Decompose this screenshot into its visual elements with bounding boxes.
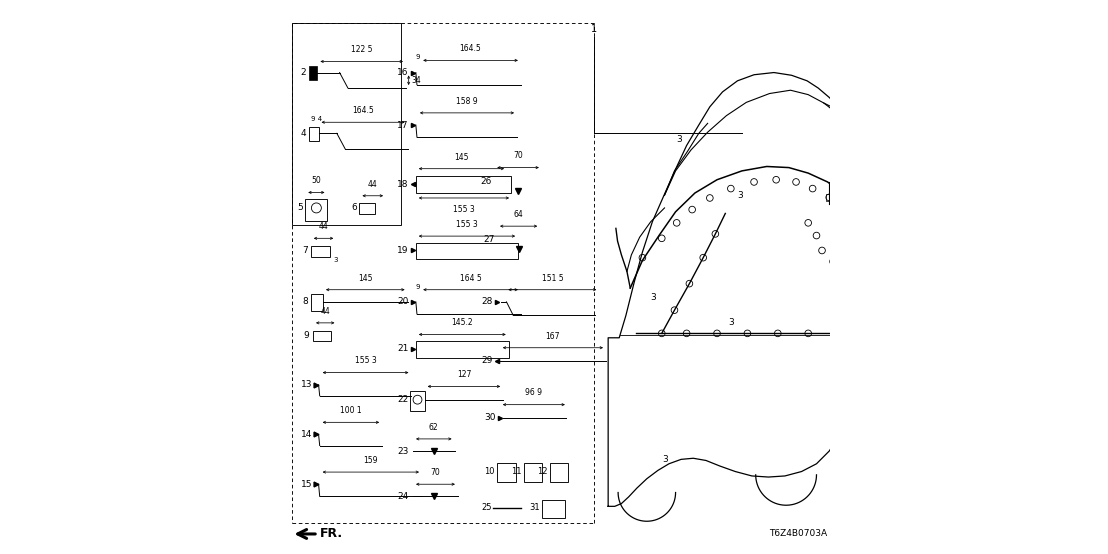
Text: 31: 31 [530,504,541,512]
Text: 155 3: 155 3 [456,220,478,229]
Text: 164.5: 164.5 [460,44,482,53]
Text: 159: 159 [363,456,378,465]
Text: 3: 3 [650,294,656,302]
Text: 11: 11 [511,467,522,476]
Bar [831,203,838,209]
Bar [550,463,568,482]
Text: 14: 14 [300,430,312,439]
Text: 34: 34 [411,76,421,85]
Text: 9: 9 [416,284,420,290]
Text: 151 5: 151 5 [542,274,563,283]
Text: 29: 29 [481,356,493,366]
Bar [314,331,331,341]
Text: 127: 127 [456,370,471,379]
Text: 5: 5 [297,203,302,212]
Text: 24: 24 [398,492,409,501]
Text: 15: 15 [300,480,312,489]
Text: 1: 1 [592,24,597,34]
Text: 9: 9 [304,331,309,340]
Text: 8: 8 [302,297,308,306]
Bar [410,391,424,411]
Bar [306,199,328,221]
Text: 12: 12 [537,467,547,476]
Text: 44: 44 [368,179,378,188]
Text: 26: 26 [480,177,492,186]
Text: 164 5: 164 5 [460,274,482,283]
Text: 3: 3 [737,191,742,199]
Text: 28: 28 [481,297,493,306]
Text: 6: 6 [351,203,357,212]
Bar [524,463,543,482]
Text: 21: 21 [398,345,409,353]
Text: 70: 70 [431,468,440,477]
Text: 167: 167 [545,331,561,341]
Text: 145: 145 [358,274,372,283]
Text: 22: 22 [398,395,409,404]
Text: 96 9: 96 9 [525,388,542,397]
Text: 62: 62 [429,423,439,432]
Text: 50: 50 [311,176,321,185]
Text: 155 3: 155 3 [453,204,475,214]
Text: 64: 64 [514,210,523,219]
Text: 25: 25 [481,504,492,512]
Bar [542,500,565,519]
Text: 122 5: 122 5 [351,45,372,54]
Text: 27: 27 [483,235,494,244]
Text: 16: 16 [397,68,409,77]
Text: 155 3: 155 3 [355,356,377,366]
Text: 44: 44 [320,307,330,316]
Bar [293,23,401,224]
Text: 7: 7 [302,246,308,255]
Text: 3: 3 [663,455,668,464]
Bar [311,294,324,311]
Text: 158 9: 158 9 [456,97,478,106]
Text: 145.2: 145.2 [451,319,473,327]
Bar [497,463,516,482]
Text: 23: 23 [398,447,409,455]
Text: 4: 4 [300,129,307,138]
Text: 10: 10 [484,467,495,476]
Text: 18: 18 [397,179,409,189]
Text: 100 1: 100 1 [340,406,361,415]
Text: 17: 17 [397,121,409,130]
Text: 9 4: 9 4 [311,116,322,122]
Text: 19: 19 [397,246,409,255]
Text: T6Z4B0703A: T6Z4B0703A [769,529,828,538]
Bar [416,176,511,193]
Bar [837,213,843,219]
Bar [825,194,832,201]
Text: 13: 13 [300,380,312,389]
Bar [309,127,319,141]
Text: 3: 3 [676,135,681,145]
Bar [311,245,330,257]
Bar [416,243,519,259]
Text: FR.: FR. [320,527,343,541]
Text: 164.5: 164.5 [352,106,373,115]
Text: 44: 44 [319,222,328,231]
Bar [416,341,509,358]
Text: 20: 20 [398,297,409,306]
Text: 70: 70 [513,151,523,161]
Bar [309,66,318,80]
Text: 30: 30 [484,413,495,422]
Text: 9: 9 [416,54,420,60]
Text: 3: 3 [728,318,733,327]
Text: 145: 145 [454,152,469,162]
Text: 2: 2 [300,68,307,77]
Bar [359,203,375,214]
Text: 3: 3 [334,258,338,263]
